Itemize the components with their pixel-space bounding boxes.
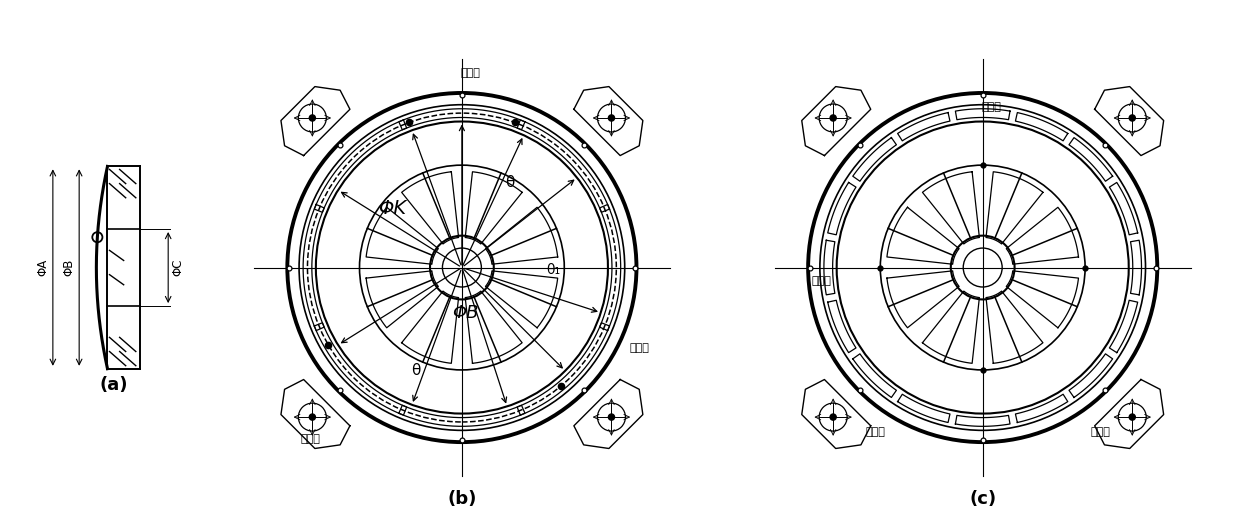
Text: θ₁: θ₁ bbox=[546, 263, 560, 277]
Circle shape bbox=[609, 115, 615, 121]
Text: θ: θ bbox=[412, 363, 420, 378]
Text: 支撑台: 支撑台 bbox=[981, 102, 1001, 112]
Text: 支撑台: 支撑台 bbox=[460, 68, 480, 78]
Text: 支撑台: 支撑台 bbox=[812, 276, 832, 286]
Text: 支撑台: 支撑台 bbox=[1090, 427, 1110, 437]
Text: θ: θ bbox=[506, 175, 515, 190]
Text: ΦB: ΦB bbox=[451, 304, 479, 322]
Circle shape bbox=[309, 115, 315, 121]
Text: 支撑台: 支撑台 bbox=[630, 343, 650, 353]
Text: 支撑台: 支撑台 bbox=[301, 434, 321, 444]
Circle shape bbox=[1130, 115, 1136, 121]
Circle shape bbox=[830, 414, 836, 420]
Text: (b): (b) bbox=[448, 490, 476, 508]
Text: ΦC: ΦC bbox=[172, 259, 185, 276]
Circle shape bbox=[830, 115, 836, 121]
Text: ΦK: ΦK bbox=[378, 199, 405, 218]
Circle shape bbox=[309, 414, 315, 420]
Text: 支撑台: 支撑台 bbox=[866, 427, 885, 437]
Text: ΦA: ΦA bbox=[36, 259, 50, 276]
Text: (a): (a) bbox=[99, 376, 128, 394]
Text: ΦB: ΦB bbox=[62, 259, 76, 276]
Circle shape bbox=[609, 414, 615, 420]
Circle shape bbox=[1130, 414, 1136, 420]
Text: (c): (c) bbox=[970, 490, 996, 508]
